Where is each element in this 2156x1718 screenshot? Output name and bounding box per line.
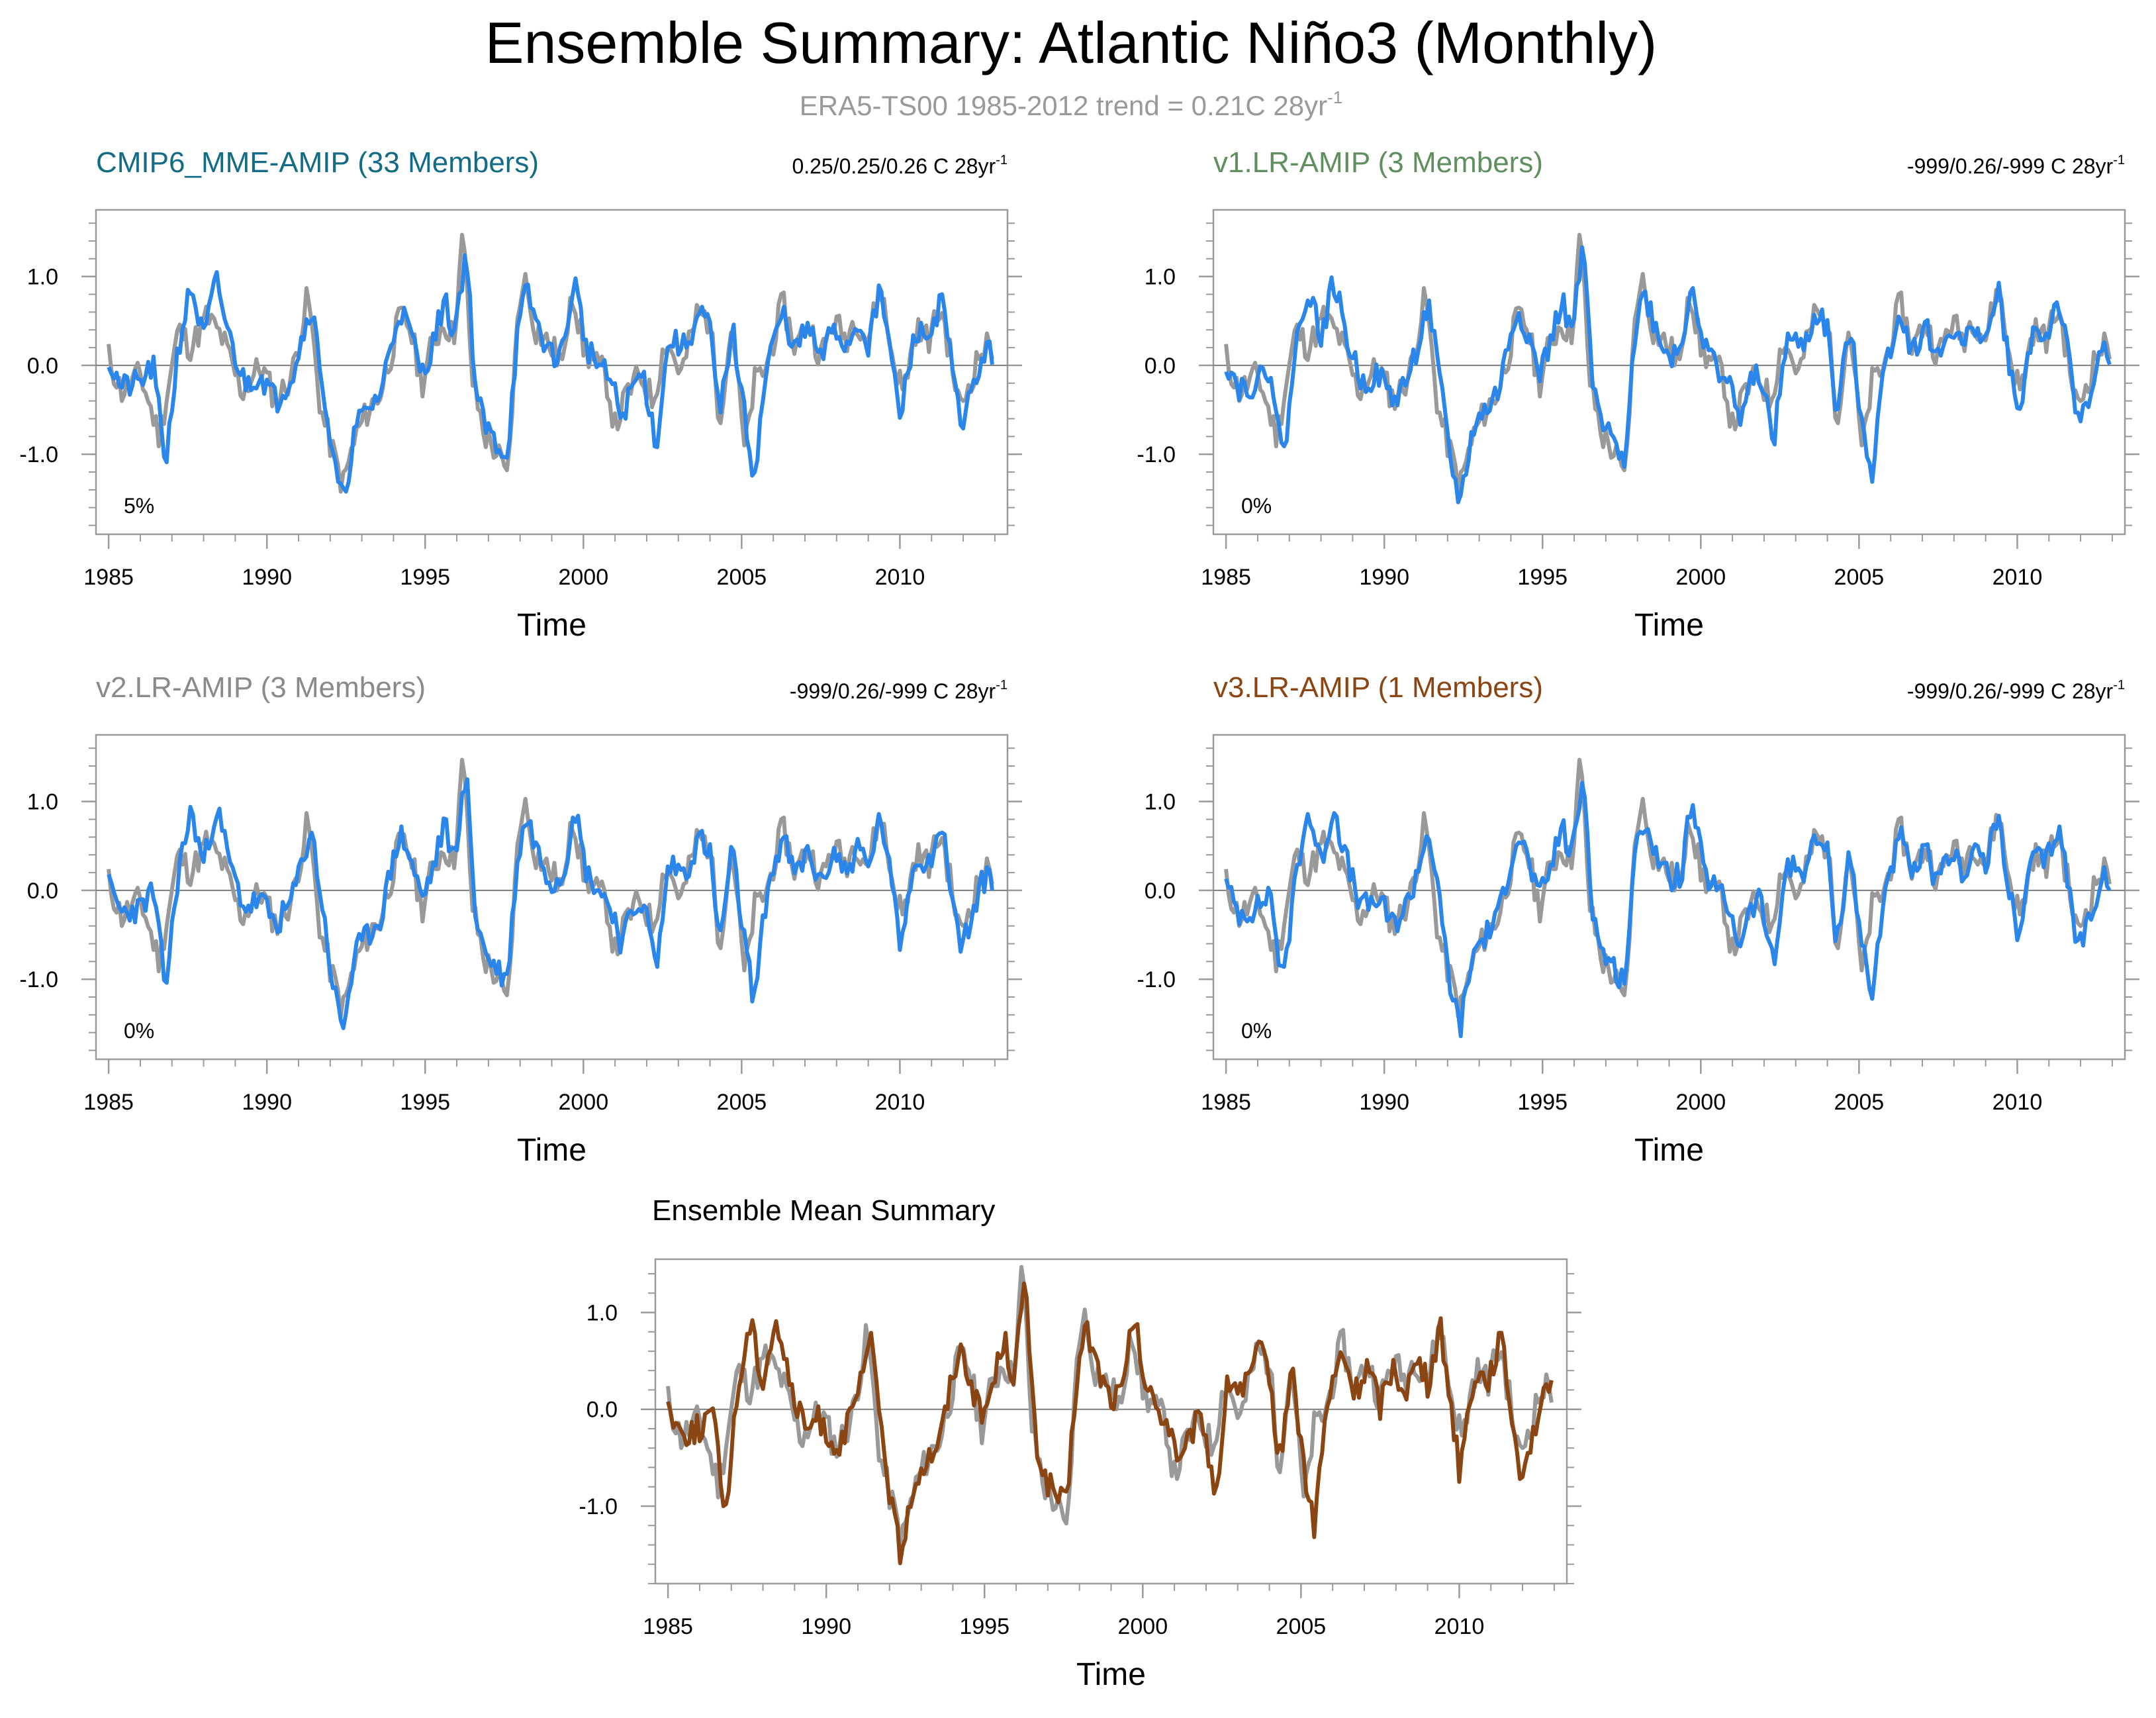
panel-title-v2: v2.LR-AMIP (3 Members)	[96, 671, 426, 704]
x-tick-label-v1: 2005	[1834, 565, 1885, 590]
x-tick-label-v3: 2005	[1834, 1090, 1885, 1115]
x-tick-label-ensemble-mean: 1995	[959, 1614, 1009, 1639]
x-tick-label-ensemble-mean: 2005	[1276, 1614, 1327, 1639]
y-tick-label-v2: 1.0	[27, 790, 58, 815]
plot-frame-ensemble-mean	[654, 1258, 1568, 1585]
x-tick-label-v2: 2005	[717, 1090, 767, 1115]
panel-cmip6: CMIP6_MME-AMIP (33 Members) 0.25/0.25/0.2…	[19, 146, 1022, 643]
panel-v1: v1.LR-AMIP (3 Members) -999/0.26/-999 C 2…	[1137, 146, 2139, 643]
panel-v3: v3.LR-AMIP (1 Members) -999/0.26/-999 C 2…	[1137, 671, 2139, 1168]
x-tick-label-v3: 1995	[1517, 1090, 1568, 1115]
figure-title: Ensemble Summary: Atlantic Niño3 (Monthl…	[485, 10, 1657, 75]
x-tick-label-v3: 2000	[1675, 1090, 1726, 1115]
panel-title-v3: v3.LR-AMIP (1 Members)	[1213, 671, 1543, 704]
x-tick-label-v1: 1990	[1359, 565, 1409, 590]
series-model-ensemble-mean	[666, 1281, 1554, 1566]
x-tick-label-v3: 1985	[1201, 1090, 1251, 1115]
x-axis-label-v1: Time	[1634, 608, 1704, 643]
y-tick-label-v2: 0.0	[27, 879, 58, 904]
y-tick-label-v3: 0.0	[1145, 879, 1176, 904]
y-tick-label-cmip6: 1.0	[27, 265, 58, 290]
x-tick-label-v2: 2010	[875, 1090, 925, 1115]
panel-stat-v3: -999/0.26/-999 C 28yr-1	[1907, 678, 2125, 703]
panel-v2: v2.LR-AMIP (3 Members) -999/0.26/-999 C 2…	[19, 671, 1022, 1168]
panel-stat-v1: -999/0.26/-999 C 28yr-1	[1907, 153, 2125, 178]
percent-label-v1: 0%	[1241, 494, 1272, 518]
x-axis-label-ensemble-mean: Time	[1076, 1657, 1146, 1692]
y-tick-label-v3: -1.0	[1137, 967, 1176, 992]
x-tick-label-ensemble-mean: 1990	[801, 1614, 851, 1639]
x-axis-label-cmip6: Time	[517, 608, 586, 643]
series-model-v1	[1224, 245, 2112, 504]
figure-subtitle: ERA5-TS00 1985-2012 trend = 0.21C 28yr-1	[800, 87, 1342, 121]
x-tick-label-cmip6: 1995	[400, 565, 450, 590]
series-model-v3	[1224, 781, 2112, 1039]
panel-stat-cmip6: 0.25/0.25/0.26 C 28yr-1	[792, 153, 1008, 178]
series-model-v2	[107, 777, 994, 1030]
y-tick-label-v1: 1.0	[1145, 265, 1176, 290]
x-tick-label-cmip6: 2010	[875, 565, 925, 590]
x-tick-label-ensemble-mean: 2010	[1434, 1614, 1485, 1639]
x-tick-label-cmip6: 2005	[717, 565, 767, 590]
series-model-cmip6	[107, 253, 994, 494]
panel-title-ensemble-mean: Ensemble Mean Summary	[652, 1194, 995, 1227]
percent-label-v2: 0%	[124, 1019, 154, 1043]
x-tick-label-ensemble-mean: 1985	[643, 1614, 693, 1639]
panels: CMIP6_MME-AMIP (33 Members) 0.25/0.25/0.2…	[19, 146, 2139, 1692]
y-tick-label-ensemble-mean: 1.0	[586, 1300, 618, 1325]
panel-stat-v2: -999/0.26/-999 C 28yr-1	[790, 678, 1008, 703]
series-observed-cmip6	[107, 232, 994, 494]
x-tick-label-v2: 2000	[558, 1090, 608, 1115]
figure-subtitle-superscript: -1	[1327, 87, 1342, 107]
percent-label-v3: 0%	[1241, 1019, 1272, 1043]
x-tick-label-cmip6: 1990	[242, 565, 292, 590]
y-tick-label-v2: -1.0	[19, 967, 58, 992]
y-tick-label-v3: 1.0	[1145, 790, 1176, 815]
figure-subtitle-text: ERA5-TS00 1985-2012 trend = 0.21C 28yr	[800, 90, 1327, 121]
x-tick-label-v1: 1985	[1201, 565, 1251, 590]
x-tick-label-v2: 1990	[242, 1090, 292, 1115]
x-tick-label-cmip6: 1985	[83, 565, 134, 590]
y-tick-label-v1: -1.0	[1137, 442, 1176, 467]
percent-label-cmip6: 5%	[124, 494, 154, 518]
x-tick-label-v1: 2000	[1675, 565, 1726, 590]
x-tick-label-v2: 1995	[400, 1090, 450, 1115]
x-axis-label-v2: Time	[517, 1133, 586, 1168]
y-tick-label-v1: 0.0	[1145, 354, 1176, 379]
x-tick-label-ensemble-mean: 2000	[1117, 1614, 1168, 1639]
y-tick-label-ensemble-mean: 0.0	[586, 1398, 618, 1423]
series-observed-v1	[1224, 232, 2112, 494]
x-tick-label-v2: 1985	[83, 1090, 134, 1115]
panel-title-cmip6: CMIP6_MME-AMIP (33 Members)	[96, 146, 539, 179]
panel-ensemble-mean: Ensemble Mean Summary 1.0 0.0 -1.0 1985 1990 1…	[579, 1194, 1581, 1692]
panel-title-v1: v1.LR-AMIP (3 Members)	[1213, 146, 1543, 179]
y-tick-label-cmip6: 0.0	[27, 354, 58, 379]
series-observed-v3	[1224, 757, 2112, 1019]
x-tick-label-v3: 2010	[1992, 1090, 2043, 1115]
x-tick-label-v3: 1990	[1359, 1090, 1409, 1115]
x-tick-label-cmip6: 2000	[558, 565, 608, 590]
x-axis-label-v3: Time	[1634, 1133, 1704, 1168]
x-tick-label-v1: 1995	[1517, 565, 1568, 590]
y-tick-label-cmip6: -1.0	[19, 442, 58, 467]
y-tick-label-ensemble-mean: -1.0	[579, 1494, 618, 1519]
x-tick-label-v1: 2010	[1992, 565, 2043, 590]
